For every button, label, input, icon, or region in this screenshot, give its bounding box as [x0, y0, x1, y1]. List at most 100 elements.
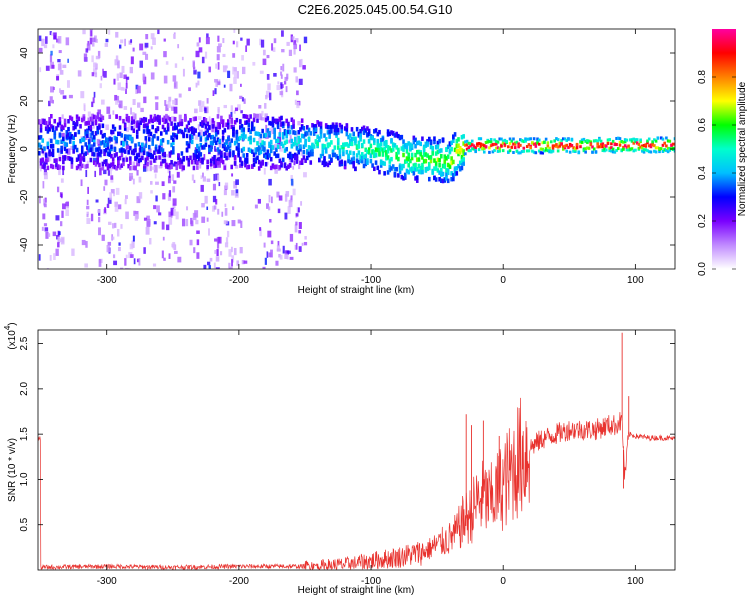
heatmap-cell — [290, 178, 294, 186]
heatmap-cell — [256, 155, 259, 161]
heatmap-cell — [66, 80, 70, 88]
heatmap-cell — [189, 126, 192, 132]
heatmap-cell — [217, 35, 220, 42]
heatmap-cell — [522, 140, 526, 144]
heatmap-cell — [58, 132, 62, 137]
heatmap-cell — [448, 164, 452, 169]
heatmap-cell — [464, 140, 467, 144]
heatmap-cell — [345, 131, 349, 137]
y-tick-label: 1.0 — [19, 472, 30, 486]
heatmap-cell — [79, 161, 82, 167]
heatmap-cell — [273, 38, 277, 44]
heatmap-cell — [231, 173, 234, 177]
heatmap-cell — [436, 157, 440, 163]
heatmap-cell — [86, 163, 89, 169]
heatmap-cell — [303, 241, 308, 246]
heatmap-cell — [288, 162, 292, 168]
heatmap-cell — [208, 144, 211, 150]
heatmap-cell — [379, 147, 383, 152]
heatmap-cell — [536, 141, 539, 145]
heatmap-cell — [130, 120, 134, 125]
heatmap-cell — [146, 156, 149, 161]
heatmap-cell — [407, 163, 410, 168]
heatmap-cell — [284, 76, 288, 81]
heatmap-cell — [151, 154, 154, 159]
heatmap-cell — [620, 148, 624, 152]
heatmap-cell — [242, 66, 246, 75]
heatmap-cell — [639, 140, 642, 144]
spectrogram-heatmap — [38, 29, 675, 269]
heatmap-cell — [86, 147, 89, 155]
heatmap-cell — [452, 173, 455, 178]
heatmap-cell — [56, 122, 60, 128]
heatmap-cell — [639, 138, 642, 142]
heatmap-cell — [214, 148, 219, 152]
heatmap-cell — [414, 162, 417, 168]
heatmap-cell — [117, 60, 120, 69]
heatmap-cell — [103, 132, 106, 138]
heatmap-cell — [653, 149, 656, 153]
heatmap-cell — [213, 173, 216, 181]
heatmap-cell — [164, 100, 167, 106]
heatmap-cell — [86, 205, 90, 210]
heatmap-cell — [192, 152, 196, 158]
heatmap-cell — [280, 115, 283, 121]
heatmap-cell — [232, 40, 235, 45]
heatmap-cell — [575, 142, 579, 146]
heatmap-cell — [623, 140, 627, 144]
heatmap-cell — [347, 143, 350, 148]
heatmap-cell — [269, 121, 273, 126]
heatmap-cell — [469, 149, 472, 153]
heatmap-cell — [508, 149, 512, 153]
heatmap-cell — [551, 146, 555, 150]
heatmap-cell — [481, 143, 484, 147]
heatmap-cell — [214, 238, 218, 242]
heatmap-cell — [383, 161, 386, 166]
heatmap-cell — [232, 150, 235, 155]
heatmap-cell — [72, 126, 75, 131]
heatmap-cell — [611, 150, 615, 154]
heatmap-cell — [269, 148, 273, 154]
heatmap-cell — [208, 116, 211, 120]
heatmap-cell — [65, 142, 69, 147]
heatmap-cell — [199, 105, 203, 113]
heatmap-cell — [95, 199, 99, 203]
heatmap-cell — [95, 55, 100, 60]
heatmap-cell — [378, 129, 381, 135]
heatmap-cell — [402, 163, 405, 169]
heatmap-cell — [232, 127, 235, 132]
heatmap-cell — [86, 160, 89, 165]
heatmap-cell — [84, 263, 88, 268]
heatmap-cell — [156, 136, 160, 141]
heatmap-cell — [446, 154, 450, 159]
heatmap-cell — [79, 138, 82, 144]
heatmap-cell — [347, 134, 350, 140]
heatmap-cell — [391, 142, 395, 147]
heatmap-cell — [68, 94, 73, 99]
heatmap-cell — [338, 154, 342, 159]
heatmap-cell — [204, 51, 208, 59]
heatmap-cell — [163, 127, 167, 133]
heatmap-cell — [79, 165, 82, 171]
heatmap-cell — [247, 164, 251, 170]
heatmap-cell — [155, 195, 158, 202]
heatmap-cell — [230, 105, 233, 113]
heatmap-cell — [110, 129, 113, 135]
heatmap-cell — [205, 37, 210, 45]
heatmap-cell — [453, 132, 457, 137]
heatmap-cell — [275, 119, 278, 125]
heatmap-cell — [264, 161, 268, 167]
heatmap-cell — [115, 100, 119, 105]
heatmap-cell — [599, 139, 603, 143]
heatmap-cell — [445, 176, 448, 181]
heatmap-cell — [277, 208, 281, 214]
heatmap-cell — [405, 158, 409, 164]
heatmap-cell — [68, 136, 72, 141]
heatmap-cell — [245, 153, 249, 158]
heatmap-cell — [579, 140, 582, 144]
heatmap-cell — [74, 144, 77, 150]
heatmap-cell — [117, 131, 120, 137]
heatmap-cell — [43, 44, 48, 49]
heatmap-cell — [362, 125, 366, 130]
